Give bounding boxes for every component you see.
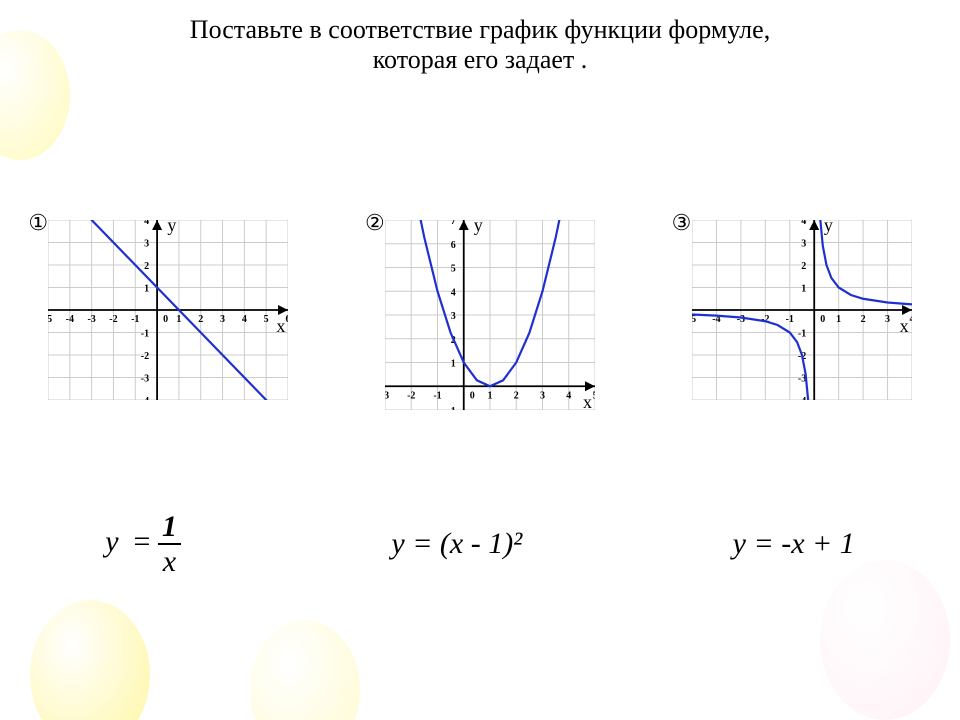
formula-3: у = -х + 1 xyxy=(733,527,855,561)
svg-text:1: 1 xyxy=(487,390,492,401)
svg-text:-2: -2 xyxy=(407,390,415,401)
svg-text:-1: -1 xyxy=(785,314,793,325)
svg-text:3: 3 xyxy=(220,314,225,325)
svg-text:3: 3 xyxy=(801,239,806,250)
svg-text:-1: -1 xyxy=(141,329,149,340)
svg-text:6: 6 xyxy=(286,314,289,325)
svg-text:3: 3 xyxy=(885,314,890,325)
svg-text:2: 2 xyxy=(801,261,806,272)
svg-text:0: 0 xyxy=(163,314,168,325)
svg-text:-3: -3 xyxy=(736,314,744,325)
svg-text:-1: -1 xyxy=(433,390,441,401)
svg-text:5: 5 xyxy=(592,390,595,401)
svg-text:3: 3 xyxy=(144,239,149,250)
svg-text:-2: -2 xyxy=(761,314,769,325)
chart-number: ① xyxy=(28,210,48,236)
svg-text:-2: -2 xyxy=(141,351,149,362)
svg-text:1: 1 xyxy=(144,284,149,295)
svg-text:-4: -4 xyxy=(66,314,74,325)
chart-2: ②-3-2-112345-112345670ух xyxy=(385,220,595,415)
svg-text:1: 1 xyxy=(801,284,806,295)
svg-text:0: 0 xyxy=(820,314,825,325)
balloon-decoration xyxy=(820,560,950,720)
svg-text:4: 4 xyxy=(909,314,912,325)
y-axis-label: у xyxy=(824,215,833,236)
x-axis-label: х xyxy=(276,316,285,337)
svg-text:1: 1 xyxy=(451,359,456,370)
svg-text:-2: -2 xyxy=(110,314,118,325)
formula-2: у = (х - 1)² xyxy=(391,527,522,561)
balloon-decoration xyxy=(250,620,360,720)
svg-text:3: 3 xyxy=(540,390,545,401)
svg-text:-3: -3 xyxy=(385,390,389,401)
svg-text:-1: -1 xyxy=(131,314,139,325)
balloon-decoration xyxy=(30,600,150,720)
svg-text:-1: -1 xyxy=(447,406,455,410)
formulas-row: y = 1x у = (х - 1)² у = -х + 1 xyxy=(0,510,960,578)
title-line1: Поставьте в соответствие график функции … xyxy=(190,15,770,44)
y-axis-label: у xyxy=(474,215,483,236)
page-title: Поставьте в соответствие график функции … xyxy=(0,15,960,75)
svg-text:2: 2 xyxy=(514,390,519,401)
svg-text:1: 1 xyxy=(836,314,841,325)
svg-text:2: 2 xyxy=(144,261,149,272)
svg-text:4: 4 xyxy=(144,220,149,227)
svg-text:5: 5 xyxy=(451,264,456,275)
chart-1: ①-5-4-3-2-1123456-4-3-2-112340ух xyxy=(48,220,288,415)
chart-number: ③ xyxy=(672,210,692,236)
svg-text:-5: -5 xyxy=(48,314,52,325)
charts-row: ①-5-4-3-2-1123456-4-3-2-112340ух②-3-2-11… xyxy=(0,220,960,415)
svg-text:4: 4 xyxy=(242,314,247,325)
svg-text:5: 5 xyxy=(264,314,269,325)
svg-text:7: 7 xyxy=(451,220,456,227)
chart-number: ② xyxy=(365,210,385,236)
x-axis-label: х xyxy=(583,392,592,413)
svg-text:4: 4 xyxy=(566,390,571,401)
svg-text:6: 6 xyxy=(451,240,456,251)
svg-text:3: 3 xyxy=(451,311,456,322)
svg-text:2: 2 xyxy=(860,314,865,325)
y-axis-label: у xyxy=(167,215,176,236)
svg-text:-1: -1 xyxy=(798,329,806,340)
svg-text:4: 4 xyxy=(451,287,456,298)
svg-text:4: 4 xyxy=(801,220,806,227)
x-axis-label: х xyxy=(900,316,909,337)
svg-text:0: 0 xyxy=(470,390,475,401)
title-line2: которая его задает . xyxy=(373,45,588,74)
chart-3: ③-5-4-3-2-11234-4-3-2-112340ух xyxy=(692,220,912,415)
svg-text:-4: -4 xyxy=(798,396,806,400)
svg-text:2: 2 xyxy=(199,314,204,325)
svg-text:-3: -3 xyxy=(141,374,149,385)
svg-text:-3: -3 xyxy=(88,314,96,325)
formula-1: y = 1x xyxy=(105,510,181,578)
svg-text:1: 1 xyxy=(177,314,182,325)
svg-text:-4: -4 xyxy=(141,396,149,400)
